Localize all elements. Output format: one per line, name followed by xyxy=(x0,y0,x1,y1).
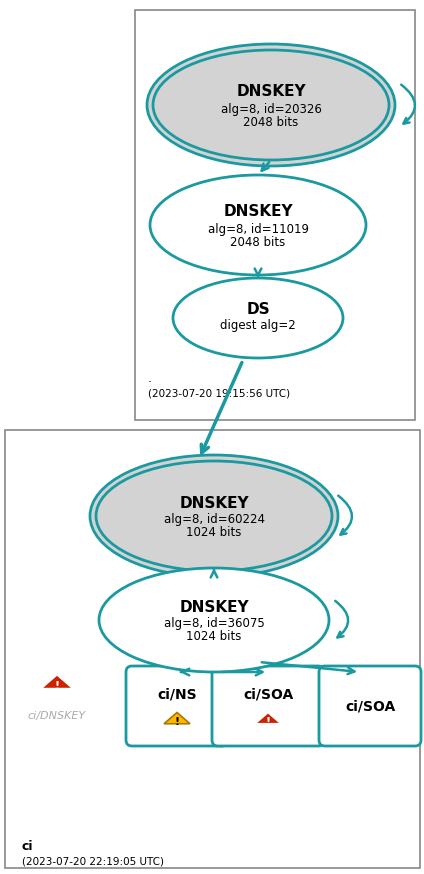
Text: alg=8, id=36075: alg=8, id=36075 xyxy=(164,618,265,630)
Text: (2023-07-20 19:15:56 UTC): (2023-07-20 19:15:56 UTC) xyxy=(148,388,290,398)
Polygon shape xyxy=(164,712,190,724)
Text: DNSKEY: DNSKEY xyxy=(179,600,249,614)
FancyArrowPatch shape xyxy=(335,600,348,637)
Text: ci/SOA: ci/SOA xyxy=(345,699,395,713)
FancyArrowPatch shape xyxy=(401,85,415,123)
Text: !: ! xyxy=(54,681,59,691)
Text: DNSKEY: DNSKEY xyxy=(236,85,306,100)
Polygon shape xyxy=(41,675,73,689)
Text: alg=8, id=20326: alg=8, id=20326 xyxy=(220,102,321,115)
Text: DNSKEY: DNSKEY xyxy=(179,496,249,510)
FancyArrowPatch shape xyxy=(338,496,352,535)
Text: 2048 bits: 2048 bits xyxy=(243,115,298,128)
FancyBboxPatch shape xyxy=(212,666,324,746)
Text: 1024 bits: 1024 bits xyxy=(186,630,242,643)
Text: alg=8, id=60224: alg=8, id=60224 xyxy=(164,514,265,526)
Text: !: ! xyxy=(265,717,271,727)
Text: digest alg=2: digest alg=2 xyxy=(220,320,296,332)
Ellipse shape xyxy=(90,455,338,577)
FancyBboxPatch shape xyxy=(319,666,421,746)
Text: alg=8, id=11019: alg=8, id=11019 xyxy=(207,223,309,235)
Text: ci/DNSKEY: ci/DNSKEY xyxy=(28,711,86,721)
Text: !: ! xyxy=(174,717,179,727)
Polygon shape xyxy=(255,712,281,724)
Ellipse shape xyxy=(153,50,389,160)
Ellipse shape xyxy=(96,461,332,571)
Ellipse shape xyxy=(99,568,329,672)
Ellipse shape xyxy=(150,175,366,275)
Bar xyxy=(135,10,415,420)
Text: ci/SOA: ci/SOA xyxy=(243,687,293,701)
Text: ci: ci xyxy=(22,840,33,853)
FancyBboxPatch shape xyxy=(126,666,228,746)
Text: ci/NS: ci/NS xyxy=(157,687,197,701)
Ellipse shape xyxy=(147,44,395,166)
Text: 1024 bits: 1024 bits xyxy=(186,526,242,539)
Ellipse shape xyxy=(173,278,343,358)
Text: .: . xyxy=(148,372,152,385)
Text: (2023-07-20 22:19:05 UTC): (2023-07-20 22:19:05 UTC) xyxy=(22,856,164,866)
Text: DNSKEY: DNSKEY xyxy=(223,205,293,219)
Text: DS: DS xyxy=(246,302,270,317)
Text: 2048 bits: 2048 bits xyxy=(230,235,286,248)
Bar xyxy=(5,430,420,868)
